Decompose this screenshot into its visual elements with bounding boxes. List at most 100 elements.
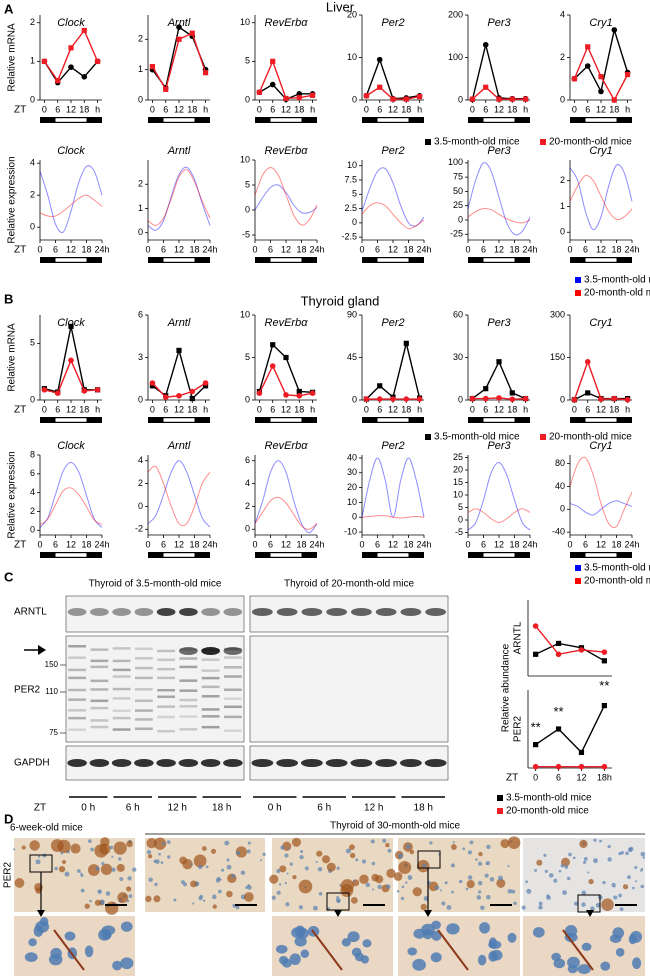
blot-smear [112,668,131,672]
y-tick-label: 6 [30,468,35,478]
blot-smear [201,708,220,711]
tissue-spot [625,851,629,856]
x-tick-label: 6 [583,244,588,254]
blot-strip [249,635,449,743]
nucleus [120,921,133,932]
tissue-spot [372,888,375,891]
nucleus [477,954,487,966]
tissue-spot [564,865,569,869]
x-tick-label: h [523,104,528,114]
tissue-spot [111,855,114,858]
tissue-spot [595,902,601,908]
light-phase [585,258,617,262]
tissue-spot [235,905,240,910]
x-tick-label: 6 [55,404,60,414]
series-line [147,465,211,527]
chart-title: RevErbα [265,17,309,29]
tissue-spot [116,863,125,872]
tissue-spot [581,890,587,896]
nucleus [600,961,611,971]
data-point [309,92,316,98]
x-tick-label: 24h [94,539,109,549]
timepoint-label: 6 h [126,803,140,814]
legend-label: 3.5-month-old mice [506,793,592,804]
tissue-spot [113,841,127,855]
blot-smear [68,688,87,692]
data-point [202,383,209,389]
x-tick-label: 12 [388,244,398,254]
data-point [611,97,617,103]
tissue-spot [105,901,119,915]
tissue-spot [218,889,222,894]
tissue-spot [109,845,114,850]
chart-title: Per3 [487,17,511,29]
x-axis-label: ZT [14,540,26,551]
x-tick-label: 12 [174,104,184,114]
series-line [254,460,318,534]
x-axis-label: ZT [14,245,26,256]
tissue-spot [466,879,475,889]
tissue-spot [477,880,483,886]
data-point [601,703,607,709]
blot-smear [68,716,87,720]
blot-band [425,608,447,616]
blot-band [67,759,87,767]
data-point [611,27,618,33]
tissue-spot [236,850,241,856]
series-line [39,487,103,526]
y-tick-label: 0 [560,504,565,514]
x-tick-label: 12 [66,539,76,549]
nucleus [289,953,301,966]
data-point [68,357,74,364]
series-line [535,705,605,754]
y-tick-label: 5 [352,189,357,199]
x-tick-label: 12 [388,404,398,414]
tissue-spot [345,848,351,854]
x-tick-label: h [310,404,315,414]
y-tick-label: 2 [245,501,250,511]
blot-smear [157,729,176,733]
micrograph [398,838,520,912]
y-axis-label: ARNTL [513,621,524,654]
y-axis-label: Relative expression [7,451,18,538]
blot-band [350,759,373,767]
x-tick-label: 12 [174,539,184,549]
data-point [601,763,608,770]
x-tick-label: 6 [377,404,382,414]
blot-smear [90,648,109,651]
y-tick-label: 5 [245,352,250,362]
tissue-spot [385,884,391,889]
tissue-spot [299,855,304,860]
x-tick-label: 24h [94,244,109,254]
tissue-spot [452,841,455,844]
blot-smear [157,658,176,662]
legend-swatch [425,434,431,440]
x-tick-label: 0 [470,104,475,114]
tissue-spot [226,864,232,870]
blot-smear [112,675,131,678]
legend-label: 20-month-old mice [506,806,589,817]
x-tick-label: 18 [509,244,519,254]
x-tick-label: 6 [481,539,486,549]
x-tick-label: 18 [187,104,197,114]
tissue-spot [398,853,403,859]
panel-letter: D [4,811,13,826]
series-line [151,25,207,90]
y-tick-label: 10 [347,160,357,170]
series-line [258,59,313,100]
data-point [496,395,502,401]
x-tick-label: h [203,404,208,414]
y-tick-label: 200 [448,9,463,19]
data-point [94,58,101,64]
x-tick-label: 12 [66,244,76,254]
light-phase [163,418,195,422]
x-tick-label: 6 [585,104,590,114]
x-tick-label: 0 [252,539,257,549]
tissue-spot [126,840,133,848]
nucleus [362,939,372,948]
tissue-spot [240,870,246,875]
y-tick-label: 20 [347,482,357,492]
tissue-spot [276,869,281,873]
chart-title: Per2 [381,440,404,452]
